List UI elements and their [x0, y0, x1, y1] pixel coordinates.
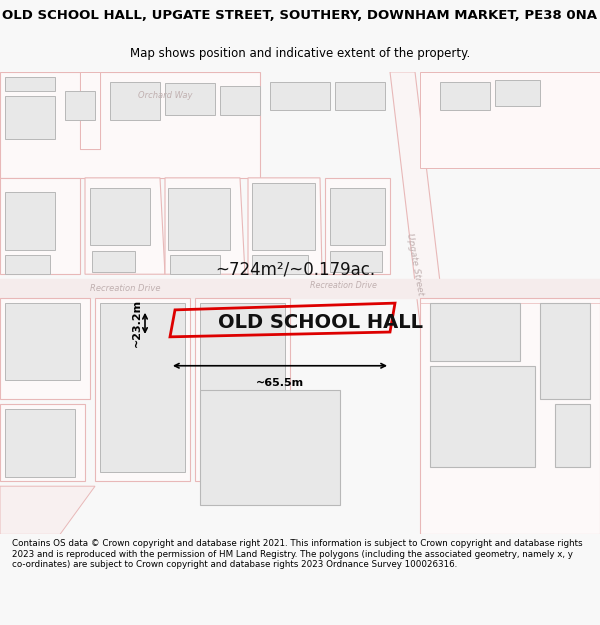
Polygon shape: [200, 390, 340, 506]
Polygon shape: [0, 72, 260, 178]
Polygon shape: [165, 83, 215, 115]
Text: Orchard Way: Orchard Way: [138, 91, 192, 101]
Polygon shape: [5, 303, 80, 380]
Polygon shape: [165, 178, 245, 274]
Text: OLD SCHOOL HALL: OLD SCHOOL HALL: [218, 313, 422, 332]
Polygon shape: [390, 72, 470, 534]
Polygon shape: [325, 178, 390, 274]
Polygon shape: [430, 366, 535, 467]
Polygon shape: [170, 255, 220, 274]
Text: Recreation Drive: Recreation Drive: [90, 284, 161, 293]
Polygon shape: [0, 404, 85, 481]
Polygon shape: [248, 178, 322, 274]
Polygon shape: [0, 178, 80, 274]
Polygon shape: [0, 279, 390, 298]
Text: Upgate Street: Upgate Street: [405, 232, 425, 296]
Polygon shape: [200, 303, 285, 438]
Polygon shape: [335, 81, 385, 111]
Polygon shape: [5, 255, 50, 274]
Text: Recreation Drive: Recreation Drive: [310, 281, 377, 290]
Polygon shape: [5, 96, 55, 139]
Polygon shape: [252, 255, 308, 274]
Polygon shape: [110, 81, 160, 120]
Polygon shape: [495, 79, 540, 106]
Polygon shape: [200, 443, 280, 481]
Polygon shape: [92, 251, 135, 272]
Polygon shape: [168, 188, 230, 250]
Polygon shape: [420, 72, 600, 168]
Text: ~724m²/~0.179ac.: ~724m²/~0.179ac.: [215, 261, 375, 278]
Polygon shape: [220, 86, 260, 115]
Polygon shape: [440, 81, 490, 111]
Polygon shape: [0, 298, 90, 399]
Polygon shape: [330, 188, 385, 245]
Polygon shape: [5, 77, 55, 91]
Polygon shape: [420, 298, 600, 534]
Text: ~65.5m: ~65.5m: [256, 378, 304, 388]
Polygon shape: [195, 298, 290, 481]
Polygon shape: [540, 303, 590, 399]
Polygon shape: [0, 486, 95, 534]
Polygon shape: [80, 72, 100, 149]
Polygon shape: [5, 409, 75, 476]
Polygon shape: [430, 303, 520, 361]
Polygon shape: [555, 404, 590, 467]
Text: Contains OS data © Crown copyright and database right 2021. This information is : Contains OS data © Crown copyright and d…: [12, 539, 583, 569]
Polygon shape: [65, 91, 95, 120]
Polygon shape: [90, 188, 150, 245]
Polygon shape: [85, 178, 165, 274]
Polygon shape: [100, 303, 185, 472]
Text: OLD SCHOOL HALL, UPGATE STREET, SOUTHERY, DOWNHAM MARKET, PE38 0NA: OLD SCHOOL HALL, UPGATE STREET, SOUTHERY…: [2, 9, 598, 22]
Polygon shape: [252, 182, 315, 250]
Text: ~23.2m: ~23.2m: [132, 299, 142, 348]
Polygon shape: [95, 298, 190, 481]
Text: Map shows position and indicative extent of the property.: Map shows position and indicative extent…: [130, 48, 470, 61]
Polygon shape: [270, 81, 330, 111]
Polygon shape: [5, 192, 55, 250]
Polygon shape: [330, 251, 382, 272]
